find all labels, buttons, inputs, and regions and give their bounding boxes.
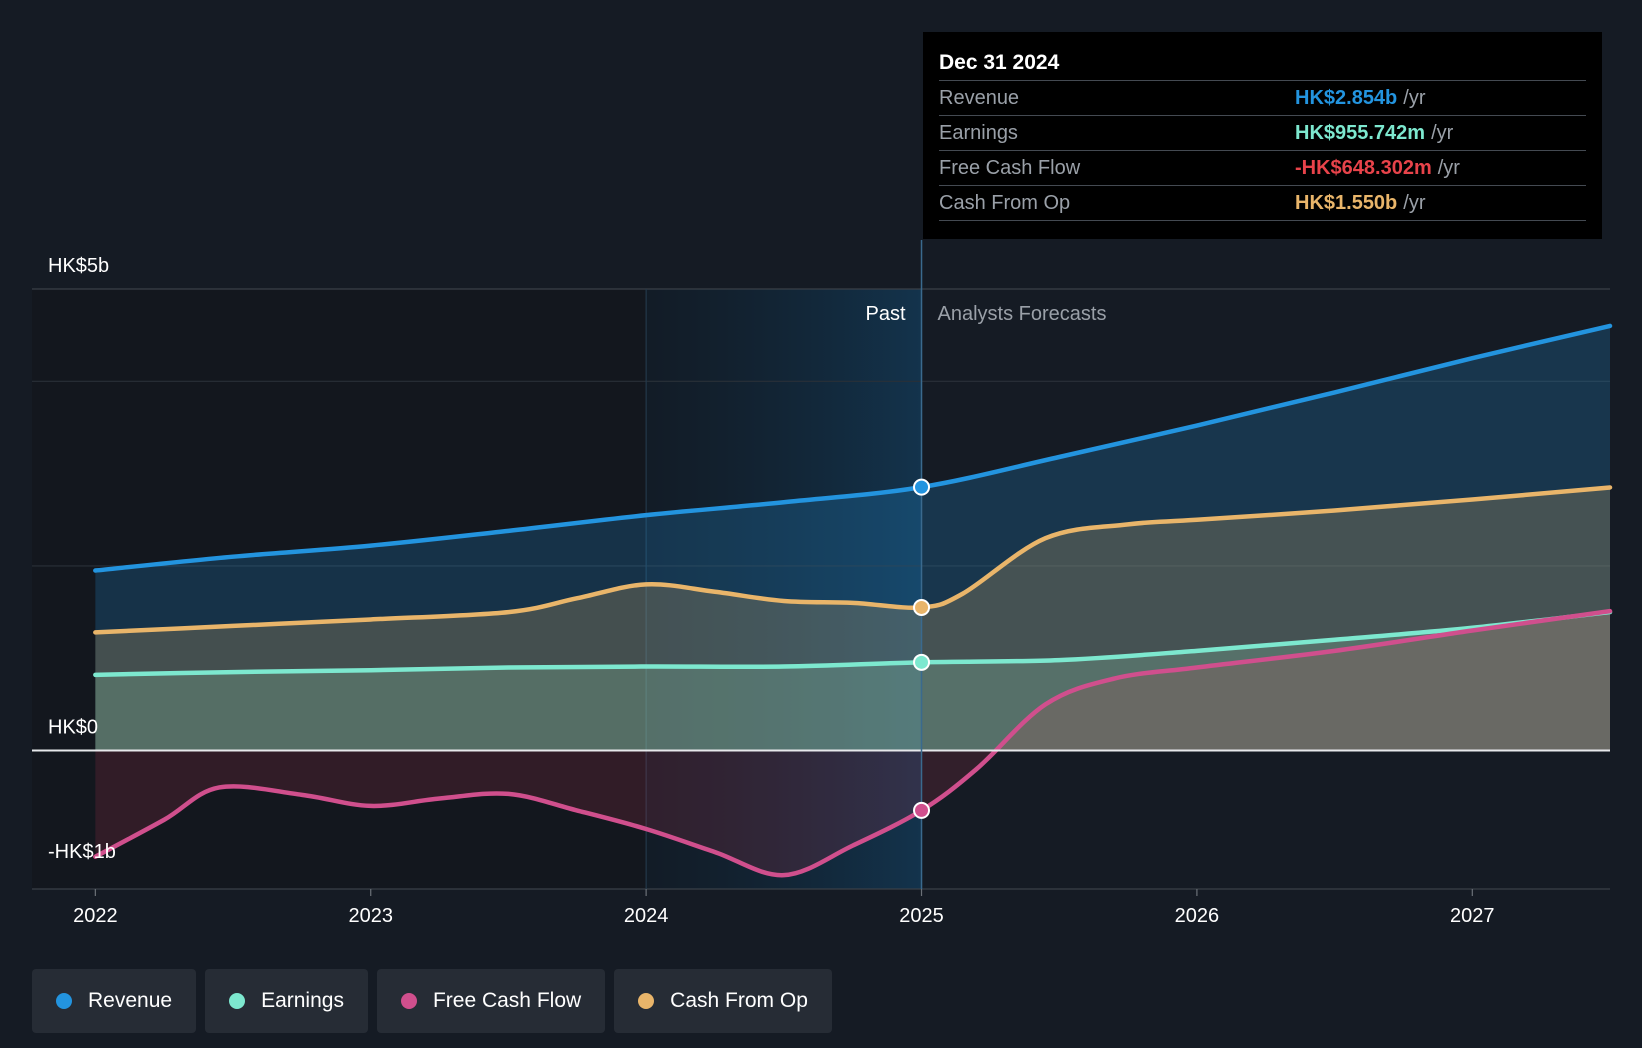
- x-tick-label: 2025: [899, 905, 944, 927]
- legend-dot-icon: [229, 993, 246, 1009]
- legend-label: Cash From Op: [670, 989, 808, 1012]
- legend-label: Free Cash Flow: [432, 989, 582, 1012]
- line-cash-from-op: [93, 485, 1613, 635]
- tooltip-value: -HK$648.302m: [1295, 157, 1432, 179]
- data-tooltip: Dec 31 2024 Revenue HK$2.854b /yr Earnin…: [923, 32, 1602, 239]
- line-free-cash-flow: [93, 608, 1613, 878]
- highlight-points: [913, 478, 931, 819]
- tooltip-label: Earnings: [939, 122, 1018, 144]
- legend-item-free-cash-flow[interactable]: Free Cash Flow: [376, 969, 606, 1033]
- legend-label: Earnings: [261, 989, 344, 1012]
- tooltip-label: Revenue: [939, 87, 1020, 109]
- tooltip-value: HK$2.854b: [1295, 87, 1398, 109]
- series-areas: [95, 325, 1610, 876]
- series-lines: [93, 323, 1613, 878]
- tooltip-row-cash-from-op: Cash From Op HK$1.550b /yr: [939, 186, 1586, 221]
- tooltip-label: Cash From Op: [939, 192, 1071, 214]
- area-cash-from-op: [95, 487, 1610, 751]
- legend-dot-icon: [638, 993, 655, 1009]
- y-axis-label: -HK$1b: [48, 841, 116, 863]
- legend-label: Revenue: [88, 989, 173, 1012]
- point-revenue[interactable]: [913, 478, 931, 496]
- y-axis-label: HK$5b: [48, 255, 109, 277]
- forecast-label: Analysts Forecasts: [938, 303, 1107, 325]
- x-tick-label: 2023: [348, 905, 393, 927]
- tooltip-row-earnings: Earnings HK$955.742m /yr: [939, 116, 1586, 151]
- line-earnings: [93, 609, 1613, 678]
- area-earnings: [95, 612, 1610, 751]
- legend-item-earnings[interactable]: Earnings: [205, 969, 368, 1033]
- legend-item-cash-from-op[interactable]: Cash From Op: [614, 969, 832, 1033]
- legend-dot-icon: [56, 993, 72, 1009]
- legend-dot-icon: [400, 993, 417, 1009]
- y-axis-label: HK$0: [48, 717, 98, 739]
- tooltip-unit: /yr: [1437, 157, 1460, 179]
- tooltip-value: HK$1.550b: [1295, 192, 1398, 214]
- grid-lines: [32, 288, 1610, 890]
- area-free-cash-flow: [95, 611, 1610, 876]
- y-axis-labels: HK$5b HK$0 -HK$1b: [48, 255, 116, 863]
- chart-legend: Revenue Earnings Free Cash Flow Cash Fro…: [32, 969, 832, 1033]
- x-tick-label: 2024: [624, 905, 669, 927]
- tooltip-unit: /yr: [1403, 192, 1426, 214]
- x-tick-label: 2027: [1450, 905, 1495, 927]
- point-cash-from-op[interactable]: [913, 598, 931, 616]
- x-tick-label: 2026: [1175, 905, 1220, 927]
- point-earnings[interactable]: [913, 653, 931, 671]
- tooltip-label: Free Cash Flow: [939, 157, 1081, 179]
- tooltip-row-revenue: Revenue HK$2.854b /yr: [939, 81, 1586, 116]
- line-revenue: [93, 323, 1613, 573]
- tooltip-date: Dec 31 2024: [939, 48, 1586, 81]
- tooltip-row-free-cash-flow: Free Cash Flow -HK$648.302m /yr: [939, 151, 1586, 186]
- area-revenue: [95, 325, 1610, 751]
- point-free-cash-flow[interactable]: [913, 801, 931, 819]
- tooltip-unit: /yr: [1403, 87, 1426, 109]
- x-axis-ticks: 2022 2023 2024 2025 2026 2027: [73, 889, 1495, 927]
- tooltip-value: HK$955.742m: [1295, 122, 1426, 144]
- legend-item-revenue[interactable]: Revenue: [32, 969, 197, 1033]
- x-tick-label: 2022: [73, 905, 118, 927]
- past-label: Past: [865, 303, 905, 325]
- tooltip-unit: /yr: [1431, 122, 1454, 144]
